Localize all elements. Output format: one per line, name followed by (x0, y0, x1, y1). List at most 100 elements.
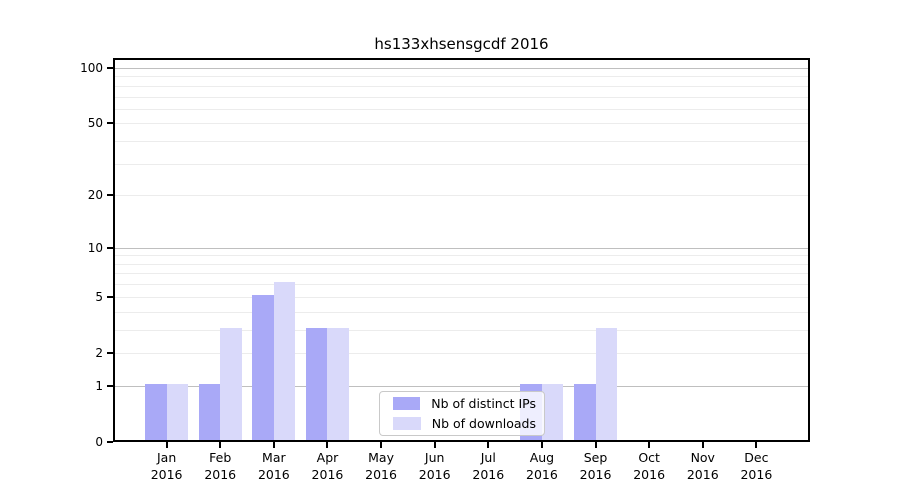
y-tick (107, 384, 113, 387)
x-tick-year: 2016 (365, 467, 397, 482)
x-tick-year: 2016 (257, 467, 290, 482)
gridline-minor (115, 108, 808, 110)
chart-title: hs133xhsensgcdf 2016 (374, 35, 549, 53)
y-tick-label: 2 (95, 345, 103, 360)
x-tick-year: 2016 (311, 467, 344, 482)
x-tick-month: Feb (209, 450, 232, 465)
x-tick (380, 442, 383, 448)
gridline-minor (115, 329, 808, 331)
gridline-minor (115, 195, 808, 197)
x-tick-label: Jun 2016 (404, 449, 466, 483)
y-tick (107, 295, 113, 298)
x-tick (648, 442, 651, 448)
gridline-minor (115, 273, 808, 275)
x-tick-year: 2016 (472, 467, 505, 482)
gridline-minor (115, 96, 808, 98)
x-tick (540, 442, 543, 448)
y-tick-label: 50 (87, 116, 103, 131)
y-tick-label: 0 (95, 435, 103, 449)
y-tick (107, 122, 113, 125)
x-tick (433, 442, 436, 448)
bar-downloads-feb (220, 327, 242, 440)
y-tick-label: 1 (95, 378, 103, 393)
bar-downloads-sep (595, 327, 618, 440)
bar-distinct-ips-sep (574, 383, 596, 440)
legend: Nb of distinct IPs Nb of downloads (379, 391, 545, 436)
bar-distinct-ips-jan (145, 383, 167, 440)
gridline-minor (115, 284, 808, 286)
x-tick-month: Sep (583, 450, 608, 465)
gridline-minor (115, 296, 808, 298)
gridline-major (115, 385, 808, 387)
x-tick-label: Aug 2016 (511, 449, 573, 483)
x-tick-label: Dec 2016 (725, 449, 787, 483)
gridline-major (115, 247, 808, 249)
x-tick-month: Aug (529, 450, 555, 465)
x-tick-year: 2016 (150, 467, 183, 482)
x-tick-label: Feb 2016 (189, 449, 251, 483)
x-tick-label: Apr 2016 (296, 449, 358, 483)
bar-distinct-ips-apr (305, 327, 328, 440)
x-tick-label: May 2016 (350, 449, 412, 483)
legend-label-downloads: Nb of downloads (431, 416, 536, 431)
x-tick-year: 2016 (204, 467, 237, 482)
bar-downloads-mar (273, 282, 296, 440)
x-tick (219, 442, 222, 448)
x-tick (755, 442, 758, 448)
x-tick (272, 442, 275, 448)
x-tick-month: Dec (744, 450, 769, 465)
bar-downloads-apr (327, 327, 349, 440)
x-tick-label: Nov 2016 (672, 449, 734, 483)
gridline-minor (115, 311, 808, 313)
gridline-minor (115, 263, 808, 265)
y-tick (107, 351, 113, 354)
x-tick-month: Jun (424, 450, 445, 465)
x-tick-label: Jan 2016 (136, 449, 198, 483)
legend-swatch-downloads (393, 417, 421, 430)
gridline-minor (115, 141, 808, 143)
legend-label-distinct-ips: Nb of distinct IPs (431, 396, 536, 411)
gridline-minor (115, 85, 808, 87)
gridline-minor (115, 163, 808, 165)
x-tick-month: Mar (262, 450, 286, 465)
x-tick-label: Oct 2016 (618, 449, 680, 483)
x-tick-month: Oct (638, 450, 660, 465)
bar-downloads-jan (166, 383, 189, 440)
bar-distinct-ips-feb (198, 383, 221, 440)
x-tick-year: 2016 (579, 467, 612, 482)
bar-downloads-aug (541, 383, 564, 440)
x-tick-year: 2016 (526, 467, 558, 482)
legend-item-distinct-ips: Nb of distinct IPs (393, 396, 536, 411)
x-tick (594, 442, 597, 448)
gridline-minor (115, 123, 808, 125)
gridline-minor (115, 255, 808, 257)
x-tick-label: Sep 2016 (565, 449, 627, 483)
y-tick (107, 246, 113, 249)
y-tick (107, 67, 113, 69)
x-tick-year: 2016 (740, 467, 773, 482)
x-tick-month: Jul (480, 450, 496, 465)
y-tick (107, 194, 113, 197)
x-tick-month: Jan (156, 450, 177, 465)
x-tick-year: 2016 (633, 467, 666, 482)
x-tick (487, 442, 490, 448)
x-tick (326, 442, 329, 448)
y-tick-label: 100 (80, 61, 103, 75)
x-tick-year: 2016 (418, 467, 451, 482)
plot-canvas (115, 60, 808, 440)
y-tick-label: 5 (95, 289, 103, 304)
y-tick (107, 441, 113, 443)
x-tick-month: Nov (690, 450, 715, 465)
gridline-minor (115, 352, 808, 354)
x-tick (165, 442, 168, 448)
y-tick-label: 20 (87, 188, 103, 203)
x-tick-label: Mar 2016 (243, 449, 305, 483)
plot-area (113, 58, 810, 442)
legend-item-downloads: Nb of downloads (393, 416, 536, 431)
x-tick (701, 442, 704, 448)
x-tick-month: Apr (316, 450, 339, 465)
bar-distinct-ips-mar (252, 294, 274, 440)
gridline-minor (115, 76, 808, 78)
legend-swatch-distinct-ips (393, 397, 421, 410)
x-tick-month: May (368, 450, 394, 465)
